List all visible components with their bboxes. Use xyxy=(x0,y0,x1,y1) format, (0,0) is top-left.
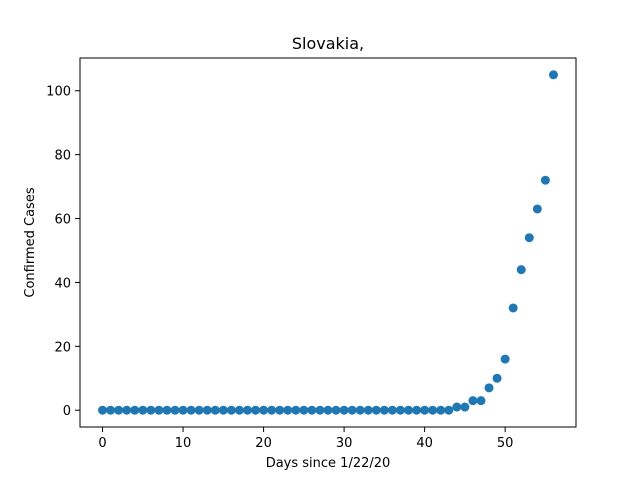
data-point xyxy=(186,405,196,415)
data-point xyxy=(355,405,365,415)
y-tick-label: 40 xyxy=(54,276,71,291)
data-point xyxy=(323,405,333,415)
x-axis-ticks: 0 10 20 30 40 50 xyxy=(98,427,513,451)
data-point xyxy=(484,383,494,393)
data-point xyxy=(331,405,341,415)
data-point xyxy=(460,402,470,412)
data-point xyxy=(275,405,285,415)
data-point xyxy=(428,405,438,415)
data-point xyxy=(548,70,558,80)
data-point xyxy=(267,405,277,415)
data-point xyxy=(371,405,381,415)
data-point xyxy=(234,405,244,415)
data-point xyxy=(98,405,108,415)
data-point xyxy=(170,405,180,415)
x-tick-label: 30 xyxy=(336,436,353,451)
x-tick-label: 0 xyxy=(98,436,106,451)
data-point xyxy=(210,405,220,415)
data-point xyxy=(106,405,116,415)
data-point xyxy=(532,204,542,214)
data-point xyxy=(347,405,357,415)
chart-title: Slovakia, xyxy=(292,34,364,53)
y-tick-label: 100 xyxy=(46,85,71,100)
plot-background xyxy=(80,58,576,427)
data-point xyxy=(259,405,269,415)
data-point xyxy=(436,405,446,415)
data-point xyxy=(162,405,172,415)
data-point xyxy=(114,405,124,415)
data-point xyxy=(291,405,301,415)
data-point xyxy=(218,405,228,415)
data-point xyxy=(251,405,261,415)
data-point xyxy=(476,396,486,406)
data-point xyxy=(468,396,478,406)
y-tick-label: 60 xyxy=(54,213,71,228)
data-point xyxy=(540,175,550,185)
x-tick-label: 10 xyxy=(175,436,192,451)
data-point xyxy=(339,405,349,415)
x-tick-label: 20 xyxy=(255,436,272,451)
data-point xyxy=(387,405,397,415)
data-point xyxy=(315,405,325,415)
y-axis-label: Confirmed Cases xyxy=(23,187,38,297)
y-tick-label: 80 xyxy=(54,149,71,164)
data-point xyxy=(492,373,502,383)
data-point xyxy=(122,405,132,415)
data-point xyxy=(395,405,405,415)
data-point xyxy=(178,405,188,415)
x-tick-label: 40 xyxy=(416,436,433,451)
data-point xyxy=(154,405,164,415)
data-point xyxy=(130,405,140,415)
data-point xyxy=(194,405,204,415)
data-point xyxy=(444,405,454,415)
data-point xyxy=(516,265,526,275)
data-point xyxy=(452,402,462,412)
x-tick-label: 50 xyxy=(497,436,514,451)
data-point xyxy=(412,405,422,415)
data-point xyxy=(202,405,212,415)
data-point xyxy=(508,303,518,313)
data-point xyxy=(138,405,148,415)
y-tick-label: 0 xyxy=(63,404,71,419)
x-axis-label: Days since 1/22/20 xyxy=(266,456,391,471)
y-tick-label: 20 xyxy=(54,340,71,355)
data-points xyxy=(98,70,558,415)
data-point xyxy=(420,405,430,415)
data-point xyxy=(363,405,373,415)
data-point xyxy=(524,233,534,243)
y-axis-ticks: 0 20 40 60 80 100 xyxy=(46,85,80,419)
data-point xyxy=(299,405,309,415)
data-point xyxy=(226,405,236,415)
data-point xyxy=(283,405,293,415)
data-point xyxy=(500,354,510,364)
plot-frame xyxy=(79,57,577,428)
data-point xyxy=(404,405,414,415)
data-point xyxy=(146,405,156,415)
data-point xyxy=(379,405,389,415)
data-point xyxy=(242,405,252,415)
data-point xyxy=(307,405,317,415)
